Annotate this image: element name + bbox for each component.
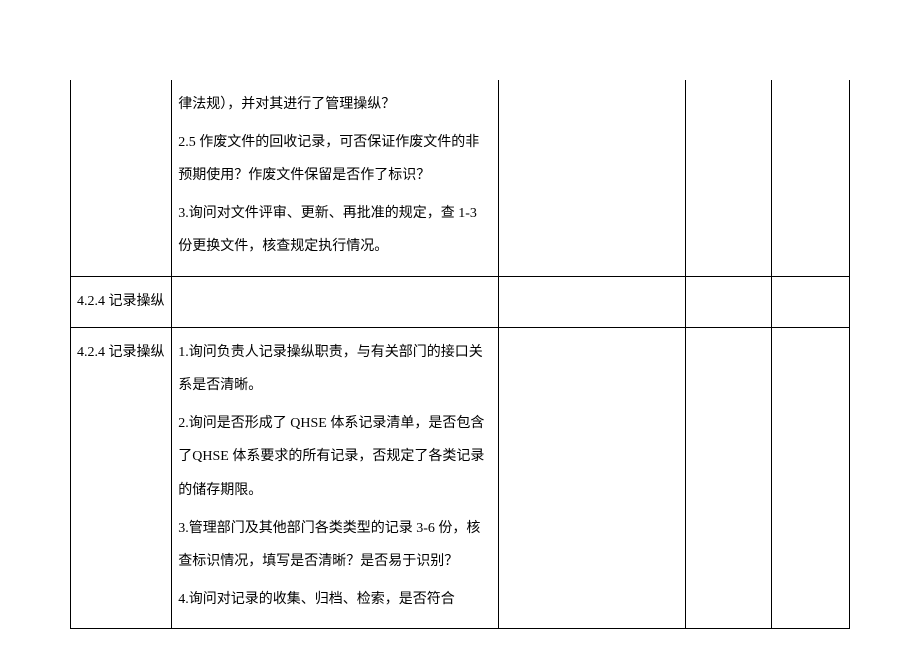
cell-blank: [686, 276, 772, 327]
cell-blank: [499, 80, 686, 276]
audit-table: 律法规），并对其进行了管理操纵？ 2.5 作废文件的回收记录，可否保证作废文件的…: [70, 80, 850, 629]
cell-blank: [499, 276, 686, 327]
cell-content: [172, 276, 499, 327]
para: 2.5 作废文件的回收记录，可否保证作废文件的非预期使用？作废文件保留是否作了标…: [178, 126, 492, 193]
table-row: 4.2.4 记录操纵 1.询问负责人记录操纵职责，与有关部门的接口关系是否清晰。…: [71, 327, 850, 629]
cell-blank: [686, 327, 772, 629]
para: 3.询问对文件评审、更新、再批准的规定，查 1-3 份更换文件，核查规定执行情况…: [178, 197, 492, 264]
cell-blank: [772, 276, 850, 327]
cell-blank: [686, 80, 772, 276]
para: 2.询问是否形成了 QHSE 体系记录清单，是否包含了QHSE 体系要求的所有记…: [178, 407, 492, 508]
para: 律法规），并对其进行了管理操纵？: [178, 88, 492, 122]
cell-content: 律法规），并对其进行了管理操纵？ 2.5 作废文件的回收记录，可否保证作废文件的…: [172, 80, 499, 276]
cell-blank: [499, 327, 686, 629]
para: 1.询问负责人记录操纵职责，与有关部门的接口关系是否清晰。: [178, 336, 492, 403]
table-row: 律法规），并对其进行了管理操纵？ 2.5 作废文件的回收记录，可否保证作废文件的…: [71, 80, 850, 276]
cell-id: [71, 80, 172, 276]
cell-blank: [772, 80, 850, 276]
table-row: 4.2.4 记录操纵: [71, 276, 850, 327]
cell-blank: [772, 327, 850, 629]
cell-content: 1.询问负责人记录操纵职责，与有关部门的接口关系是否清晰。 2.询问是否形成了 …: [172, 327, 499, 629]
cell-id: 4.2.4 记录操纵: [71, 327, 172, 629]
cell-id: 4.2.4 记录操纵: [71, 276, 172, 327]
para: 4.询问对记录的收集、归档、检索，是否符合: [178, 583, 492, 617]
para: 3.管理部门及其他部门各类类型的记录 3-6 份，核查标识情况，填写是否清晰？是…: [178, 512, 492, 579]
